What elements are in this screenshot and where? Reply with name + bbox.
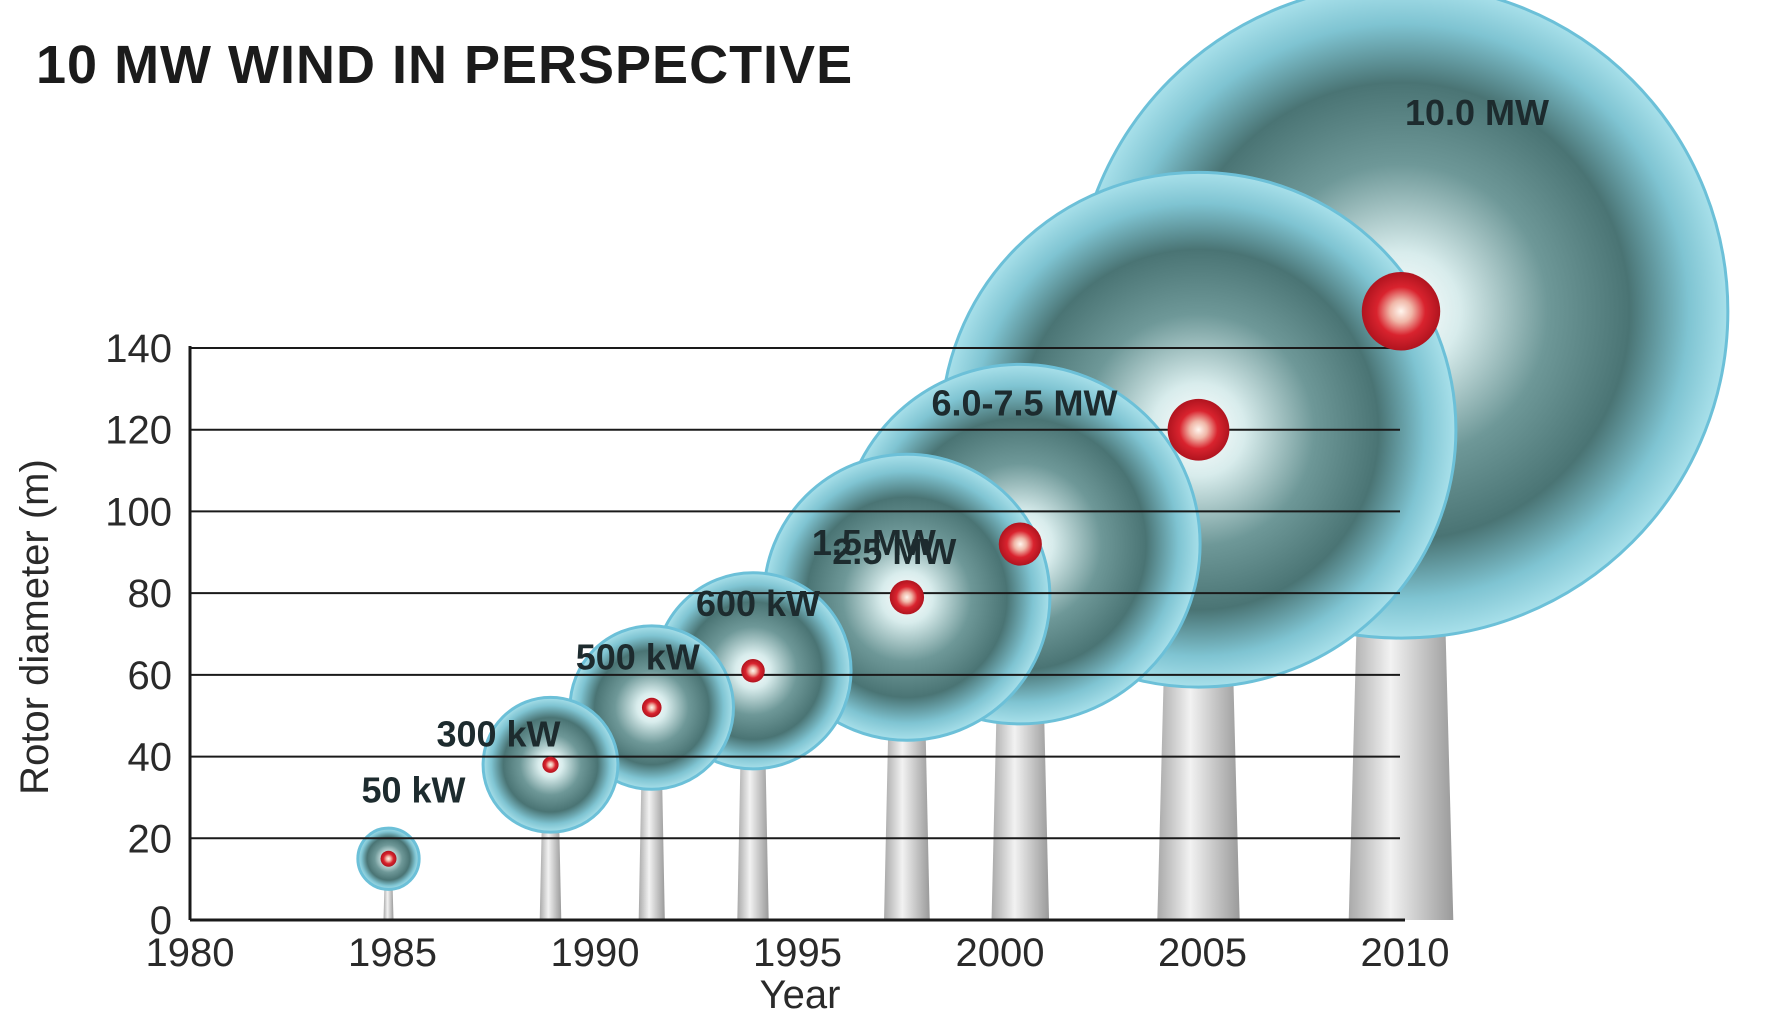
hub-7 bbox=[1361, 272, 1441, 351]
data-label-3: 600 kW bbox=[696, 583, 820, 624]
x-tick-2000: 2000 bbox=[956, 931, 1045, 975]
x-tick-1985: 1985 bbox=[348, 931, 437, 975]
data-label-0: 50 kW bbox=[361, 770, 465, 811]
hub-6 bbox=[1167, 398, 1230, 461]
y-axis-title: Rotor diameter (m) bbox=[13, 459, 57, 795]
x-tick-2010: 2010 bbox=[1361, 931, 1450, 975]
data-label-6: 6.0-7.5 MW bbox=[931, 383, 1117, 424]
data-label-7: 10.0 MW bbox=[1405, 92, 1549, 133]
data-label-1: 300 kW bbox=[436, 714, 560, 755]
hub-5 bbox=[998, 522, 1042, 566]
y-tick-40: 40 bbox=[128, 736, 173, 780]
x-tick-1990: 1990 bbox=[551, 931, 640, 975]
x-axis-title: Year bbox=[760, 973, 841, 1013]
hub-3 bbox=[741, 659, 765, 683]
y-tick-120: 120 bbox=[105, 409, 172, 453]
x-tick-1980: 1980 bbox=[146, 931, 235, 975]
hub-1 bbox=[542, 756, 559, 773]
axes-layer: 0 20 40 60 80 100 120 140 1980 1985 1990 1995 2000 20… bbox=[13, 327, 1449, 1013]
y-tick-80: 80 bbox=[128, 572, 173, 616]
x-tick-2005: 2005 bbox=[1158, 931, 1247, 975]
y-tick-0: 0 bbox=[150, 899, 172, 943]
label-layer: 50 kW 300 kW 500 kW 600 kW 1.5 MW2.5 MW 6.0-7… bbox=[361, 92, 1549, 810]
data-label-5: 2.5 MW bbox=[832, 531, 956, 572]
y-tick-60: 60 bbox=[128, 654, 173, 698]
y-tick-140: 140 bbox=[105, 327, 172, 371]
hub-2 bbox=[641, 697, 662, 718]
hub-0 bbox=[380, 850, 397, 867]
x-tick-1995: 1995 bbox=[753, 931, 842, 975]
data-label-2: 500 kW bbox=[576, 637, 700, 678]
data-label-4: 1.5 MW bbox=[812, 522, 936, 563]
hub-4 bbox=[889, 580, 925, 615]
y-tick-20: 20 bbox=[128, 817, 173, 861]
y-tick-100: 100 bbox=[105, 490, 172, 534]
chart-title: 10 MW WIND IN PERSPECTIVE bbox=[36, 35, 854, 95]
hub-layer bbox=[380, 272, 1441, 867]
